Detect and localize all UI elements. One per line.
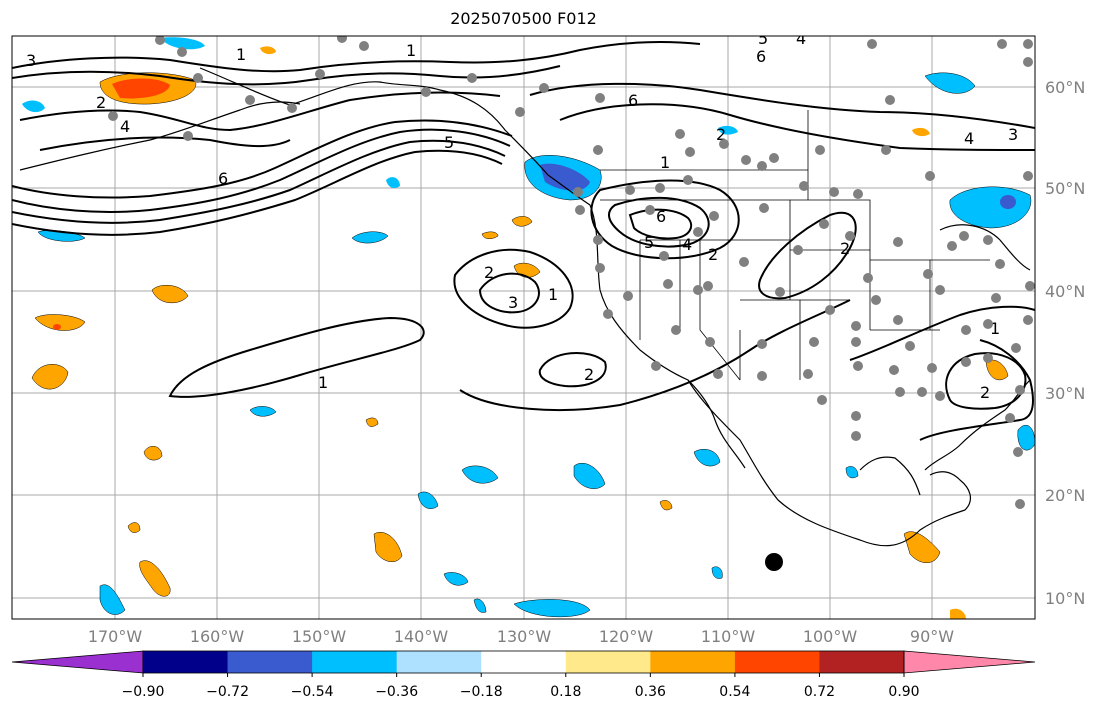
lon-label-130w: 130°W	[497, 627, 552, 646]
colorbar-segment	[312, 651, 398, 673]
colorbar-tick-label: 0.54	[719, 684, 750, 700]
contour-label-2: 2	[840, 239, 850, 258]
contour-label-2: 2	[484, 263, 494, 282]
lat-label-40n: 40°N	[1045, 282, 1085, 301]
colorbar-tick-label: −0.36	[375, 684, 418, 700]
colorbar-tick-label: 0.90	[888, 684, 919, 700]
lat-label-50n: 50°N	[1045, 179, 1085, 198]
contour-label-1: 1	[318, 373, 328, 392]
lon-label-170w: 170°W	[88, 627, 143, 646]
colorbar-extend-min	[11, 650, 144, 674]
gridlines	[12, 36, 1035, 619]
lat-label-20n: 20°N	[1045, 486, 1085, 505]
contour-label-5: 5	[758, 29, 768, 48]
state-borders	[600, 110, 990, 381]
storm-marker	[765, 553, 783, 571]
contour-label-3: 3	[508, 293, 518, 312]
contour-label-5: 5	[644, 233, 654, 252]
colorbar-segment	[650, 651, 736, 673]
contour-label-6: 6	[218, 169, 228, 188]
lon-label-120w: 120°W	[599, 627, 654, 646]
colorbar-segment	[819, 651, 905, 673]
lon-label-100w: 100°W	[803, 627, 858, 646]
contour-label-4: 4	[964, 129, 974, 148]
contour-labels: 3 1 1 4 2 6 5 6 2 1 6 4 2 5 2 3 1 1 2 2 …	[26, 29, 1018, 402]
contour-label-1: 1	[406, 41, 416, 60]
contour-label-4: 4	[120, 117, 130, 136]
lat-label-10n: 10°N	[1045, 589, 1085, 608]
colorbar-tick-label: −0.54	[291, 684, 334, 700]
contour-label-5: 5	[444, 133, 454, 152]
colorbar-segment	[734, 651, 820, 673]
colorbar: −0.90 −0.72 −0.54 −0.36 −0.18 0.18 0.36 0.54 0.7…	[11, 650, 1036, 700]
contour-label-2: 2	[980, 383, 990, 402]
lon-label-150w: 150°W	[292, 627, 347, 646]
contour-label-6: 6	[756, 47, 766, 66]
contour-label-6: 6	[656, 207, 666, 226]
contour-label-4: 4	[796, 29, 806, 48]
colorbar-segment	[396, 651, 482, 673]
contour-label-2: 2	[708, 245, 718, 264]
contour-label-1: 1	[236, 45, 246, 64]
station-markers	[108, 36, 1035, 509]
colorbar-tick-label: −0.72	[206, 684, 249, 700]
lat-label-60n: 60°N	[1045, 78, 1085, 97]
lon-label-160w: 160°W	[190, 627, 245, 646]
colorbar-tick-label: 0.72	[804, 684, 835, 700]
colorbar-extend-max	[903, 650, 1036, 674]
contour-label-6: 6	[628, 91, 638, 110]
colorbar-segment	[481, 651, 567, 673]
contour-label-1: 1	[548, 285, 558, 304]
coastlines	[19, 67, 1031, 547]
map-title: 2025070500 F012	[450, 9, 597, 28]
lon-label-140w: 140°W	[394, 627, 449, 646]
lat-label-30n: 30°N	[1045, 384, 1085, 403]
colorbar-segment	[227, 651, 313, 673]
colorbar-tick-label: −0.18	[460, 684, 503, 700]
colorbar-tick-label: 0.18	[550, 684, 581, 700]
contour-label-3: 3	[1008, 125, 1018, 144]
colorbar-segment	[565, 651, 651, 673]
contour-label-1: 1	[660, 153, 670, 172]
colorbar-tick-label: −0.90	[122, 684, 165, 700]
lon-label-110w: 110°W	[701, 627, 756, 646]
colorbar-tick-label: 0.36	[635, 684, 666, 700]
contour-label-2: 2	[96, 93, 106, 112]
lon-label-90w: 90°W	[910, 627, 954, 646]
contour-label-1: 1	[990, 319, 1000, 338]
latitude-labels: 60°N 50°N 40°N 30°N 20°N 10°N	[1045, 78, 1085, 608]
colorbar-segment	[143, 651, 229, 673]
contour-label-2: 2	[716, 125, 726, 144]
contour-label-2: 2	[584, 365, 594, 384]
contour-label-4: 4	[682, 235, 692, 254]
longitude-labels: 170°W 160°W 150°W 140°W 130°W 120°W 110°…	[88, 627, 954, 646]
contour-label-3: 3	[26, 51, 36, 70]
